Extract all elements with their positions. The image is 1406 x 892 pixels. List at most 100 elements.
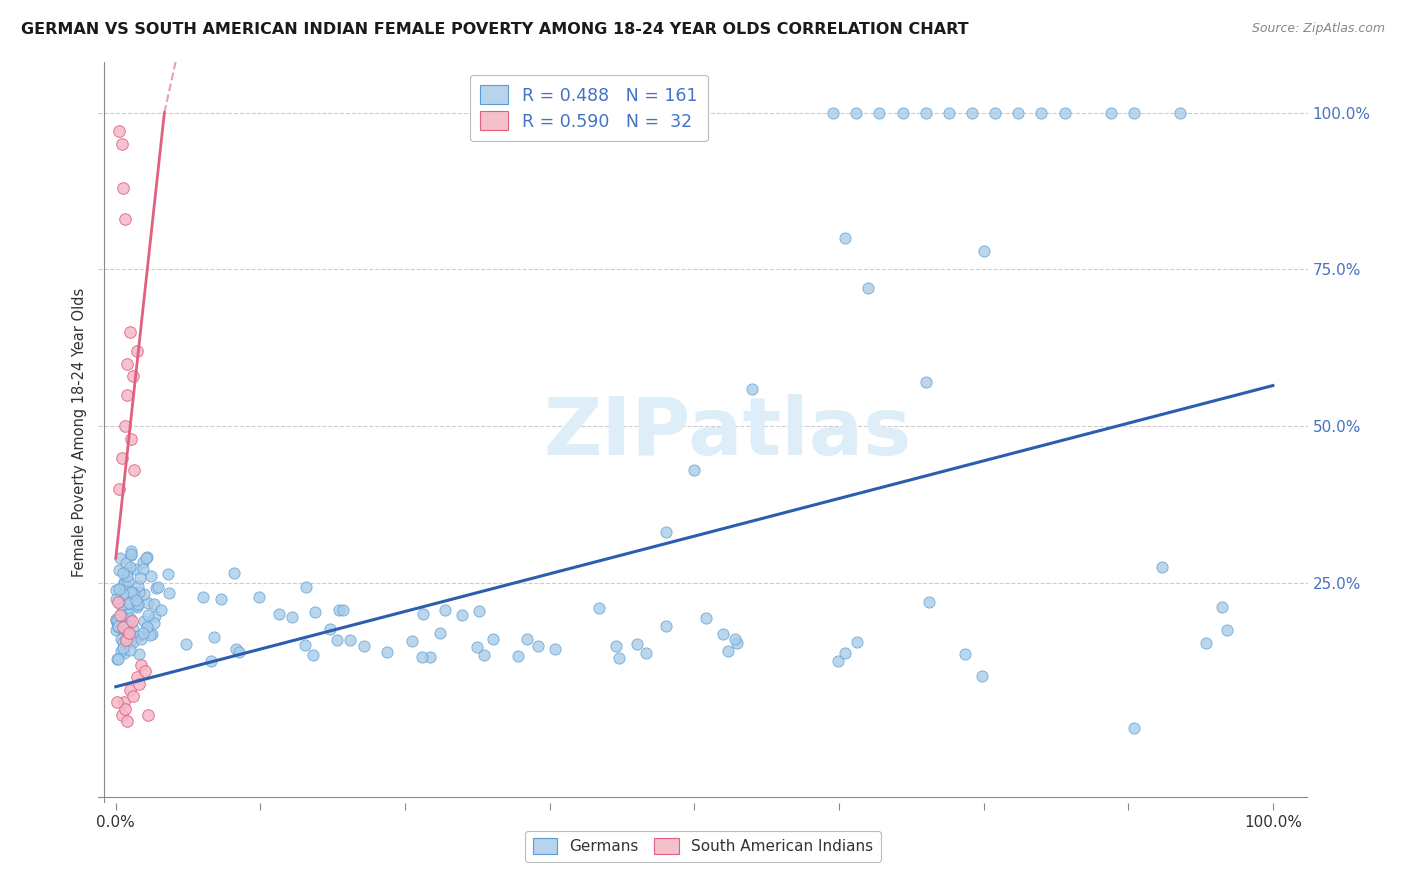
Point [605,639,627,653]
Point [114,624,136,638]
Point [655,619,678,633]
Point [115,569,138,583]
Point [607,650,630,665]
Point [429,625,451,640]
Point [114,574,136,589]
Point [938,105,960,120]
Point [112,695,135,709]
Point [856,281,879,295]
Point [107,619,129,633]
Point [128,676,150,690]
Point [148,580,170,594]
Point [118,682,141,697]
Point [111,640,134,655]
Point [115,607,138,622]
Point [1031,105,1053,120]
Point [225,641,247,656]
Point [136,607,159,622]
Point [107,619,129,633]
Point [294,638,316,652]
Point [136,596,159,610]
Point [118,642,141,657]
Point [353,639,375,653]
Point [120,547,142,561]
Point [121,586,143,600]
Point [110,632,132,646]
Point [125,593,148,607]
Point [1123,721,1146,735]
Point [118,325,141,339]
Point [135,550,157,565]
Point [134,587,156,601]
Point [1195,636,1218,650]
Point [711,626,734,640]
Point [508,648,530,663]
Point [482,632,505,646]
Point [451,607,474,622]
Point [117,388,139,402]
Point [110,598,132,612]
Point [472,648,495,663]
Point [114,617,136,632]
Point [1168,105,1191,120]
Point [118,613,141,627]
Point [125,598,148,612]
Point [110,607,132,622]
Point [118,596,141,610]
Point [114,212,136,227]
Point [419,650,441,665]
Point [125,670,148,684]
Point [122,689,145,703]
Point [124,561,146,575]
Point [127,597,149,611]
Point [120,549,142,563]
Point [174,637,197,651]
Point [145,608,167,623]
Point [468,604,491,618]
Point [1007,105,1029,120]
Point [339,632,361,647]
Point [112,587,135,601]
Point [128,585,150,599]
Point [143,615,166,630]
Point [129,632,152,646]
Point [127,629,149,643]
Point [918,594,941,608]
Point [129,571,152,585]
Point [105,613,128,627]
Point [120,559,142,574]
Point [145,582,167,596]
Point [115,579,138,593]
Point [655,524,678,539]
Point [149,603,172,617]
Point [115,624,138,638]
Point [294,580,316,594]
Point [115,597,138,611]
Point [375,645,398,659]
Point [1123,105,1146,120]
Point [228,644,250,658]
Point [114,633,136,648]
Point [105,695,128,709]
Point [105,582,128,597]
Point [1211,600,1233,615]
Point [412,607,434,622]
Point [108,124,131,138]
Point [114,617,136,632]
Point [120,432,142,446]
Point [1152,559,1174,574]
Point [827,654,849,668]
Point [132,562,155,576]
Text: ZIPatlas: ZIPatlas [543,393,911,472]
Point [120,585,142,599]
Point [127,600,149,615]
Point [143,597,166,611]
Point [139,569,162,583]
Point [725,636,748,650]
Point [110,450,132,465]
Point [1053,105,1076,120]
Point [465,640,488,654]
Point [110,136,132,151]
Point [869,105,891,120]
Point [129,657,152,672]
